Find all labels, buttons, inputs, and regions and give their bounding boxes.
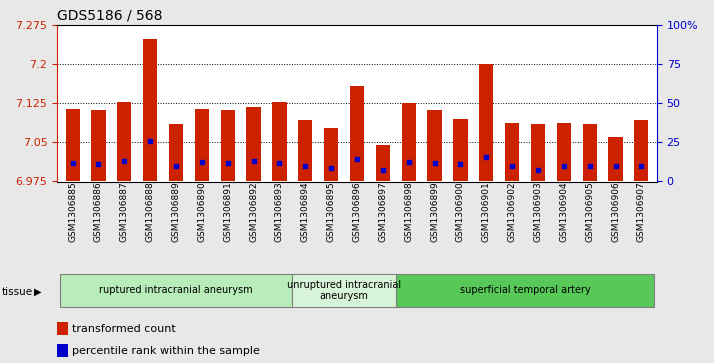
Bar: [531, 124, 545, 182]
FancyBboxPatch shape: [60, 274, 292, 307]
Bar: [221, 110, 235, 182]
Text: percentile rank within the sample: percentile rank within the sample: [72, 346, 260, 356]
Text: GSM1306896: GSM1306896: [353, 182, 361, 242]
FancyBboxPatch shape: [396, 274, 654, 307]
Bar: [428, 110, 442, 182]
Text: GSM1306888: GSM1306888: [146, 182, 155, 242]
Bar: [272, 102, 286, 182]
Text: GSM1306905: GSM1306905: [585, 182, 594, 242]
Text: GSM1306897: GSM1306897: [378, 182, 388, 242]
Bar: [583, 124, 597, 182]
Bar: [376, 145, 390, 182]
Bar: [608, 137, 623, 182]
Text: GSM1306899: GSM1306899: [430, 182, 439, 242]
Text: GSM1306889: GSM1306889: [171, 182, 181, 242]
Text: GSM1306894: GSM1306894: [301, 182, 310, 242]
Bar: [57, 344, 68, 357]
Bar: [324, 128, 338, 182]
Bar: [505, 123, 519, 182]
Text: ▶: ▶: [34, 287, 42, 297]
Bar: [401, 103, 416, 182]
Text: GSM1306886: GSM1306886: [94, 182, 103, 242]
Text: GSM1306900: GSM1306900: [456, 182, 465, 242]
Bar: [169, 124, 183, 182]
Text: GSM1306892: GSM1306892: [249, 182, 258, 242]
Text: GSM1306904: GSM1306904: [559, 182, 568, 242]
Bar: [117, 102, 131, 182]
Text: GSM1306901: GSM1306901: [482, 182, 491, 242]
Text: GSM1306906: GSM1306906: [611, 182, 620, 242]
Bar: [246, 107, 261, 182]
Bar: [143, 40, 157, 182]
Bar: [634, 120, 648, 182]
Bar: [350, 86, 364, 182]
Bar: [453, 119, 468, 182]
Text: GSM1306885: GSM1306885: [68, 182, 77, 242]
Text: GSM1306903: GSM1306903: [533, 182, 543, 242]
Text: GSM1306891: GSM1306891: [223, 182, 232, 242]
Text: GSM1306890: GSM1306890: [197, 182, 206, 242]
Bar: [298, 120, 313, 182]
Text: GSM1306887: GSM1306887: [120, 182, 129, 242]
Text: unruptured intracranial
aneurysm: unruptured intracranial aneurysm: [287, 280, 401, 301]
Text: GSM1306895: GSM1306895: [326, 182, 336, 242]
Bar: [479, 64, 493, 182]
Text: GDS5186 / 568: GDS5186 / 568: [57, 9, 163, 23]
Bar: [66, 109, 80, 182]
Text: GSM1306907: GSM1306907: [637, 182, 646, 242]
Text: tissue: tissue: [1, 287, 33, 297]
Text: GSM1306902: GSM1306902: [508, 182, 517, 242]
Text: superficial temporal artery: superficial temporal artery: [460, 285, 590, 295]
Text: GSM1306898: GSM1306898: [404, 182, 413, 242]
Text: transformed count: transformed count: [72, 324, 176, 334]
FancyBboxPatch shape: [292, 274, 396, 307]
Bar: [57, 322, 68, 335]
Bar: [91, 110, 106, 182]
Text: GSM1306893: GSM1306893: [275, 182, 284, 242]
Text: ruptured intracranial aneurysm: ruptured intracranial aneurysm: [99, 285, 253, 295]
Bar: [557, 123, 571, 182]
Bar: [195, 109, 209, 182]
